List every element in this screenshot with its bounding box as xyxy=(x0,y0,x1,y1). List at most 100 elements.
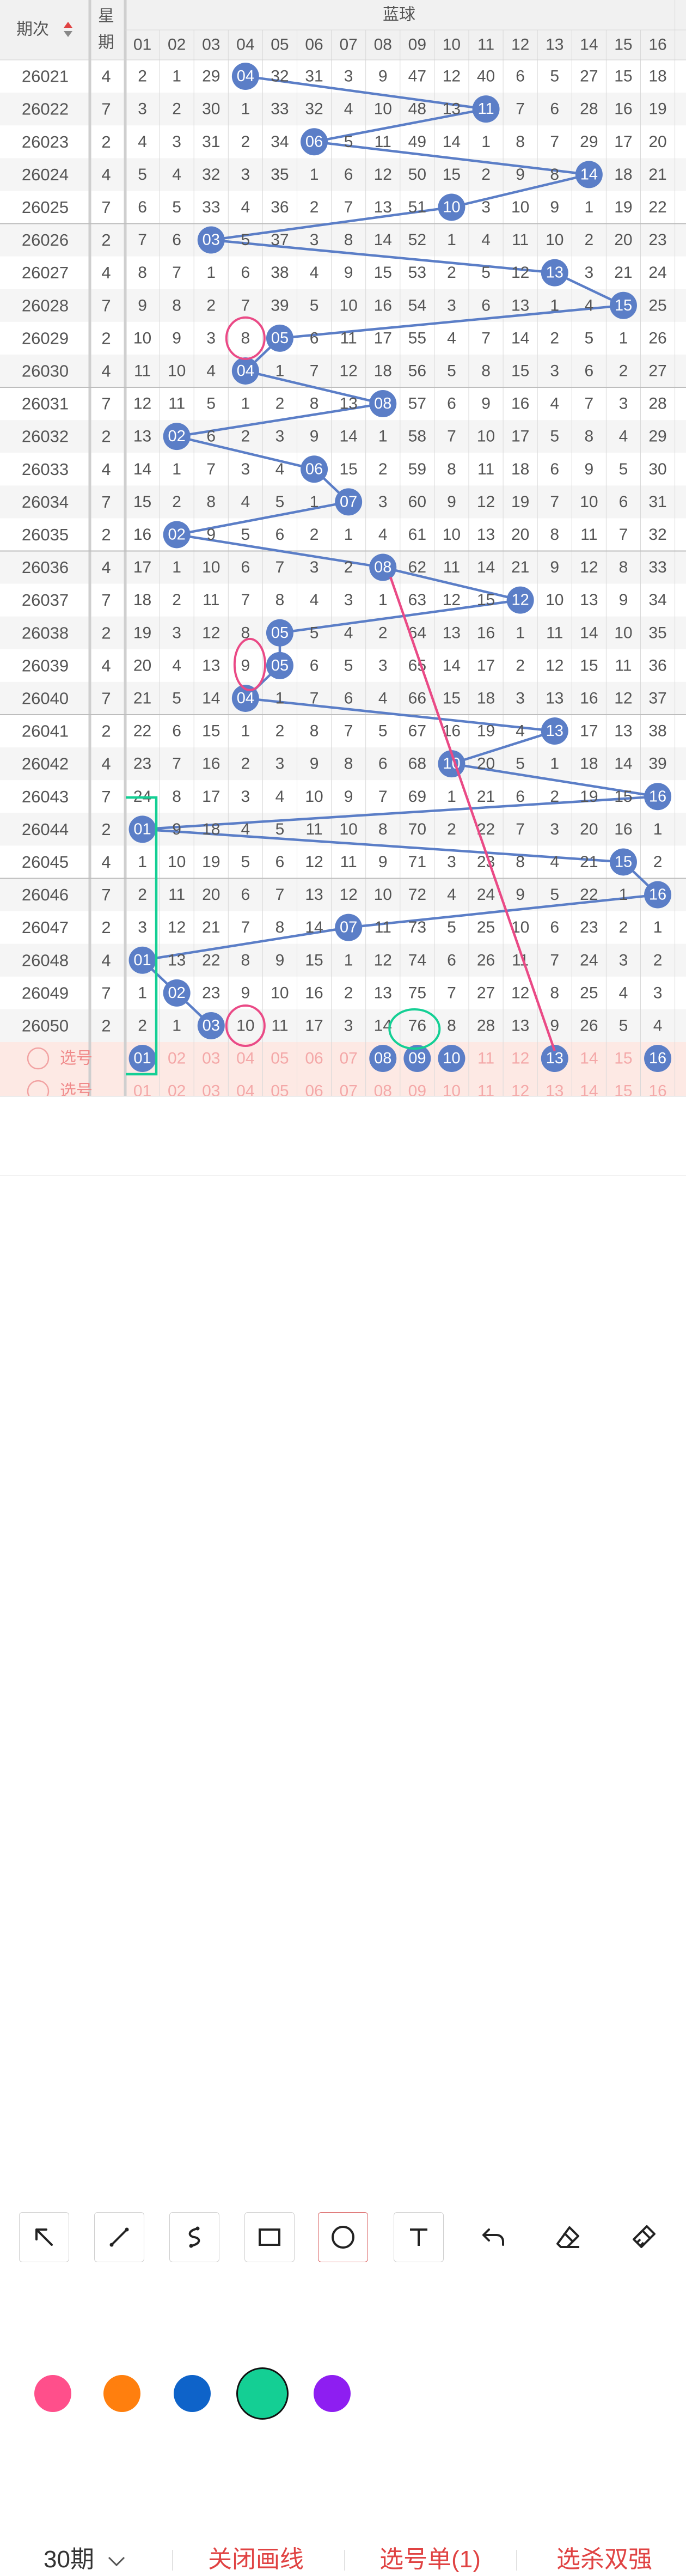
blue-ball xyxy=(128,946,156,974)
blue-ball-number: 01 xyxy=(133,820,151,838)
miss-count: 11 xyxy=(375,133,391,151)
bottom-bar: 30期 关闭画线 选号单(1) 选杀双强 xyxy=(0,1258,686,2573)
miss-count: 1 xyxy=(653,918,663,936)
miss-count: 4 xyxy=(516,722,525,740)
miss-count: 7 xyxy=(619,526,628,544)
blue-ball-number: 04 xyxy=(237,68,254,85)
miss-count: 19 xyxy=(202,853,220,871)
miss-count: 4 xyxy=(447,886,456,904)
miss-count: 2 xyxy=(516,656,525,674)
header-column-number: 10 xyxy=(443,36,461,54)
miss-count: 17 xyxy=(133,558,151,576)
miss-count: 10 xyxy=(133,329,151,347)
miss-count: 11 xyxy=(305,820,322,838)
miss-count: 11 xyxy=(168,886,185,904)
weekday-value: 2 xyxy=(101,328,111,348)
header-blue-label: 蓝球 xyxy=(383,6,415,24)
selected-ball-number: 08 xyxy=(374,1050,391,1067)
miss-count: 5 xyxy=(241,526,250,544)
miss-count: 1 xyxy=(516,624,525,642)
miss-count: 59 xyxy=(408,460,426,478)
miss-count: 16 xyxy=(305,984,323,1002)
miss-count: 7 xyxy=(481,329,491,347)
trend-chart[interactable]: 期次星期蓝球 01 02 03 04 05 06 07 08 09 10 11 12 13 14 15 16 26… xyxy=(0,0,686,1096)
miss-count: 15 xyxy=(443,166,461,184)
blue-ball-number: 07 xyxy=(340,919,357,936)
period-number: 26028 xyxy=(22,296,69,315)
color-blue-swatch[interactable] xyxy=(174,2375,211,2412)
miss-count: 62 xyxy=(408,558,426,576)
color-green-swatch-selected[interactable] xyxy=(236,2367,289,2420)
arrow-tool-button[interactable] xyxy=(19,2212,69,2262)
number-list-button[interactable]: 选号单(1) xyxy=(379,2546,481,2573)
miss-count: 12 xyxy=(614,689,632,707)
miss-count: 24 xyxy=(580,951,598,969)
select-radio xyxy=(27,1080,50,1096)
select-number: 10 xyxy=(443,1082,461,1096)
miss-count: 31 xyxy=(648,493,666,511)
weekday-value: 4 xyxy=(101,558,111,577)
color-orange-swatch[interactable] xyxy=(103,2375,140,2412)
weekday-value: 7 xyxy=(101,983,111,1002)
curve-tool-button[interactable] xyxy=(169,2212,219,2262)
miss-count: 9 xyxy=(550,558,559,576)
kill-double-button[interactable]: 选杀双强 xyxy=(556,2546,652,2573)
period-number: 26030 xyxy=(22,361,69,380)
miss-count: 5 xyxy=(275,820,285,838)
miss-count: 5 xyxy=(619,1016,628,1034)
miss-count: 16 xyxy=(511,395,529,413)
miss-count: 6 xyxy=(481,296,491,314)
miss-count: 13 xyxy=(614,722,632,740)
rectangle-tool-button[interactable] xyxy=(244,2212,295,2262)
miss-count: 13 xyxy=(305,886,323,904)
color-pink-swatch[interactable] xyxy=(34,2375,71,2412)
miss-count: 8 xyxy=(310,395,319,413)
divider xyxy=(172,2550,173,2571)
miss-count: 7 xyxy=(275,558,285,576)
miss-count: 15 xyxy=(374,264,392,282)
miss-count: 7 xyxy=(516,100,525,118)
miss-count: 9 xyxy=(344,788,353,806)
line-tool-button[interactable] xyxy=(94,2212,144,2262)
blue-ball-number: 03 xyxy=(203,232,220,249)
miss-count: 5 xyxy=(344,133,353,151)
miss-count: 4 xyxy=(138,133,147,151)
blue-ball xyxy=(266,651,293,679)
color-purple-swatch[interactable] xyxy=(314,2375,351,2412)
period-number: 26050 xyxy=(22,1016,69,1035)
blue-ball-number: 11 xyxy=(477,100,494,118)
eraser-button[interactable] xyxy=(543,2212,593,2262)
blue-ball-number: 07 xyxy=(340,493,357,510)
miss-count: 3 xyxy=(344,1016,353,1034)
undo-button[interactable] xyxy=(468,2212,518,2262)
miss-count: 1 xyxy=(447,788,456,806)
miss-count: 6 xyxy=(550,100,559,118)
blue-ball xyxy=(609,848,637,876)
header-column-number: 07 xyxy=(339,36,357,54)
miss-count: 5 xyxy=(378,722,388,740)
miss-count: 5 xyxy=(481,264,491,282)
miss-count: 13 xyxy=(168,951,186,969)
miss-count: 9 xyxy=(275,951,285,969)
miss-count: 1 xyxy=(138,984,147,1002)
miss-count: 3 xyxy=(241,788,250,806)
miss-count: 17 xyxy=(477,656,495,674)
miss-count: 15 xyxy=(305,951,323,969)
weekday-value: 2 xyxy=(101,820,111,839)
clear-button[interactable] xyxy=(618,2212,669,2262)
miss-count: 3 xyxy=(172,624,181,642)
selected-ball xyxy=(128,1045,156,1073)
text-tool-button[interactable] xyxy=(394,2212,444,2262)
period-number: 26021 xyxy=(22,67,69,86)
miss-count: 6 xyxy=(344,166,353,184)
miss-count: 20 xyxy=(648,133,666,151)
miss-count: 12 xyxy=(511,264,529,282)
miss-count: 70 xyxy=(408,820,426,838)
header-column-number: 04 xyxy=(236,36,254,54)
circle-tool-button[interactable] xyxy=(318,2212,368,2262)
miss-count: 66 xyxy=(408,689,426,707)
close-lines-button[interactable]: 关闭画线 xyxy=(208,2546,304,2573)
blue-ball xyxy=(644,881,672,909)
period-count-selector[interactable]: 30期 xyxy=(44,2546,94,2573)
blue-ball xyxy=(644,783,672,811)
